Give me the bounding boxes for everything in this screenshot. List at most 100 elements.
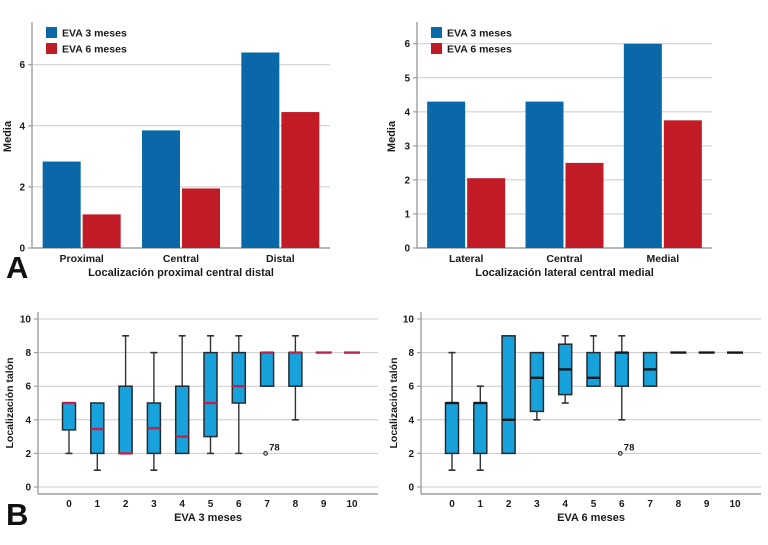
bar-lateral-central-medial-svg: 0 1 2 3 4 5 6 Lateral Central Medial Localización …: [386, 22, 712, 279]
legend-swatch: [46, 27, 57, 38]
x-tick-label: 5: [208, 499, 214, 510]
bar-EVA-3-meses: [525, 101, 564, 248]
x-tick-label: 1: [95, 499, 101, 510]
x-axis-title: EVA 6 meses: [557, 512, 625, 524]
y-tick-label: 6: [25, 382, 31, 393]
x-tick-label: 8: [293, 499, 299, 510]
x-tick-label: 0: [449, 499, 455, 510]
x-tick-label: 5: [591, 499, 597, 510]
box: [174, 385, 190, 455]
x-tick-label: 2: [123, 499, 129, 510]
x-tick-label: 1: [478, 499, 484, 510]
y-tick-label: 8: [25, 348, 31, 359]
x-category-label: Lateral: [449, 253, 484, 265]
bar-chart-proximal-central-distal: 0 2 4 6 Proximal Central Distal Localización pr…: [0, 0, 384, 296]
y-tick-label: 0: [19, 244, 25, 255]
y-tick-label: 0: [404, 244, 410, 255]
y-tick-label: 6: [19, 60, 25, 71]
y-tick-label: 10: [20, 315, 32, 326]
legend-swatch: [46, 43, 57, 54]
y-tick-label: 4: [25, 415, 31, 426]
x-tick-label: 9: [704, 499, 710, 510]
x-tick-label: 9: [321, 499, 327, 510]
bar-chart-lateral-central-medial: 0 1 2 3 4 5 6 Lateral Central Medial Localización …: [384, 0, 768, 296]
bar-proximal-central-distal-svg: 0 2 4 6 Proximal Central Distal Localización pr…: [2, 22, 330, 279]
panel-label-b: B: [6, 497, 29, 532]
x-category-label: Distal: [266, 253, 295, 265]
box: [61, 402, 77, 431]
legend-label: EVA 6 meses: [62, 44, 127, 56]
y-axis-title: Localización talón: [4, 357, 16, 448]
x-tick-label: 4: [179, 499, 185, 510]
box: [501, 335, 516, 455]
x-tick-label: 3: [534, 499, 540, 510]
panel-label-a: A: [6, 250, 29, 285]
box: [259, 351, 275, 387]
x-tick-label: 10: [346, 499, 358, 510]
bar-EVA-3-meses: [623, 43, 662, 248]
bar-EVA-6-meses: [663, 120, 702, 248]
bar-EVA-3-meses: [142, 130, 180, 248]
x-category-label: Central: [163, 253, 199, 265]
x-tick-label: 6: [619, 499, 625, 510]
y-tick-label: 10: [403, 315, 415, 326]
x-tick-label: 4: [562, 499, 568, 510]
box: [586, 351, 601, 387]
bar-EVA-3-meses: [427, 101, 466, 248]
x-axis-title: Localización lateral central medial: [475, 267, 654, 279]
box: [614, 351, 630, 387]
box: [444, 402, 460, 455]
legend-swatch: [431, 27, 442, 38]
outlier-label: 78: [269, 442, 280, 453]
x-tick-label: 0: [66, 499, 72, 510]
outlier-point: [617, 451, 623, 456]
x-category-label: Proximal: [59, 253, 103, 265]
y-tick-label: 2: [408, 449, 414, 460]
y-tick-label: 0: [25, 483, 31, 494]
bar-EVA-6-meses: [467, 178, 506, 248]
box: [529, 351, 545, 413]
x-axis-title: EVA 3 meses: [174, 512, 242, 524]
x-axis-title: Localización proximal central distal: [88, 267, 274, 279]
bar-EVA-3-meses: [241, 52, 280, 248]
box: [118, 385, 133, 455]
legend-swatch: [431, 43, 442, 54]
x-tick-label: 6: [236, 499, 242, 510]
y-tick-label: 2: [19, 182, 25, 193]
bar-EVA-6-meses: [281, 112, 320, 248]
y-tick-label: 0: [408, 483, 414, 494]
box: [288, 351, 303, 387]
box: [231, 351, 247, 404]
box: [203, 351, 218, 438]
y-tick-label: 6: [404, 39, 410, 50]
y-axis-title: Media: [2, 120, 14, 152]
x-tick-label: 3: [151, 499, 157, 510]
legend-label: EVA 3 meses: [447, 28, 512, 40]
box: [473, 402, 488, 455]
x-category-label: Central: [546, 253, 582, 265]
y-tick-label: 1: [404, 209, 410, 220]
bar-EVA-6-meses: [182, 188, 220, 248]
x-tick-label: 10: [729, 499, 741, 510]
y-tick-label: 2: [25, 449, 31, 460]
y-tick-label: 3: [404, 141, 410, 152]
outlier-label: 78: [624, 442, 635, 453]
bar-EVA-6-meses: [565, 162, 604, 248]
y-tick-label: 4: [408, 415, 414, 426]
y-tick-label: 6: [408, 382, 414, 393]
x-tick-label: 7: [647, 499, 653, 510]
x-category-label: Medial: [646, 253, 679, 265]
y-tick-label: 2: [404, 175, 410, 186]
outlier-point: [263, 451, 268, 456]
y-tick-label: 8: [408, 348, 414, 359]
y-tick-label: 4: [404, 107, 410, 118]
x-tick-label: 8: [676, 499, 682, 510]
x-tick-label: 2: [506, 499, 512, 510]
x-tick-label: 7: [264, 499, 270, 510]
legend-label: EVA 6 meses: [447, 44, 512, 56]
boxplot-eva-6-meses: 0 2 4 6 8 10 78 0 1 2 3 4 5 6 7 8 9 10 EVA 6 meses Localiza…: [384, 298, 768, 532]
y-tick-label: 5: [404, 73, 410, 84]
